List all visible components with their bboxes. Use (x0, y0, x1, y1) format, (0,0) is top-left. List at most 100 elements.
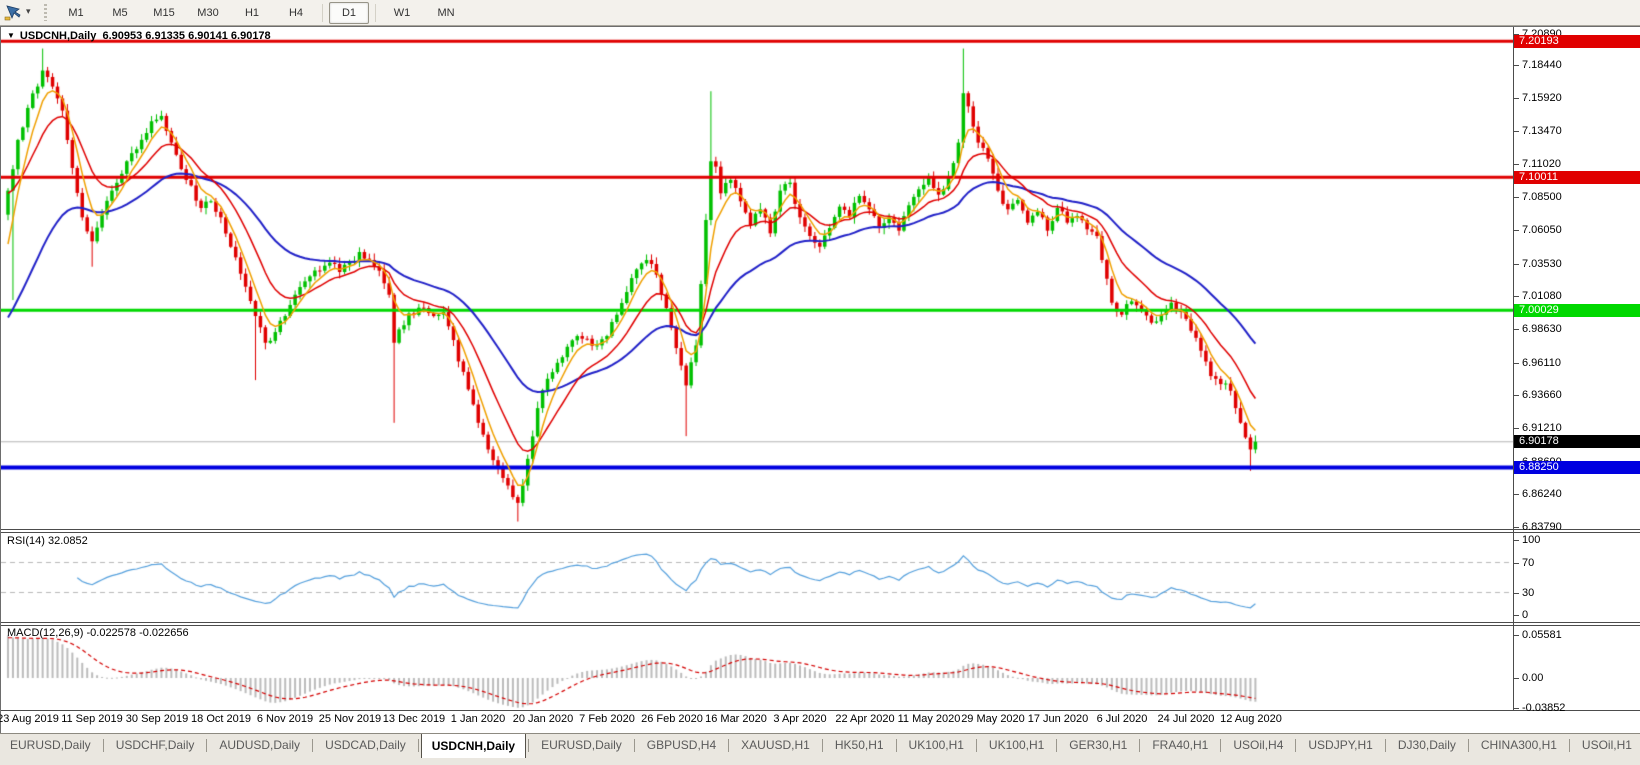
top-toolbar: ▾ M1 M5 M15 M30 H1 H4 D1 W1 MN (0, 0, 1640, 26)
tab-item-FRA40-H1[interactable]: FRA40,H1 (1152, 738, 1209, 752)
date-label: 6 Jul 2020 (1096, 713, 1148, 725)
tab-item-GBPUSD-H4[interactable]: GBPUSD,H4 (646, 738, 717, 752)
price-tick-label: -0.03852 (1514, 702, 1634, 714)
tab-divider (102, 739, 104, 752)
tab-divider (633, 739, 635, 752)
tab-item-USOil-H1[interactable]: USOil,H1 (1581, 738, 1632, 752)
date-label: 26 Feb 2020 (641, 713, 703, 725)
price-tick-label: 0.05581 (1514, 629, 1634, 641)
cursor-tool-icon[interactable] (4, 4, 22, 22)
timeframe-button-D1[interactable]: D1 (329, 1, 369, 24)
tab-item-USDCNH-Daily[interactable]: USDCNH,Daily (420, 734, 527, 758)
collapse-chart-icon[interactable]: ▼ (7, 31, 15, 40)
tab-divider (895, 739, 897, 752)
price-axis-line (1513, 27, 1514, 711)
time-axis-line (1, 710, 1640, 711)
price-tag: 7.10011 (1514, 171, 1640, 184)
price-tick-label: 7.11020 (1514, 158, 1634, 170)
timeframe-button-H4[interactable]: H4 (288, 6, 304, 19)
tab-item-EURUSD-Daily[interactable]: EURUSD,Daily (541, 738, 622, 752)
tab-divider (728, 739, 730, 752)
tab-item-DJ30-Daily[interactable]: DJ30,Daily (1397, 738, 1456, 752)
tab-divider (1467, 739, 1469, 752)
timeframe-button-W1[interactable]: W1 (393, 6, 411, 19)
date-label: 30 Sep 2019 (125, 713, 189, 725)
price-chart-canvas[interactable] (1, 27, 1513, 711)
price-tick-label: 7.06050 (1514, 224, 1634, 236)
date-label: 24 Jul 2020 (1157, 713, 1215, 725)
macd-pane-title: MACD(12,26,9) -0.022578 -0.022656 (7, 627, 189, 639)
timeframe-button-MN[interactable]: MN (437, 6, 455, 19)
tab-divider (528, 739, 530, 752)
timeframe-button-M30[interactable]: M30 (197, 6, 219, 19)
date-label: 29 May 2020 (961, 713, 1025, 725)
date-label: 7 Feb 2020 (579, 713, 635, 725)
date-label: 1 Jan 2020 (450, 713, 506, 725)
pane-separator[interactable] (1, 622, 1640, 623)
macd-label: MACD(12,26,9) (7, 627, 84, 639)
chart-ohlc-values: 6.90953 6.91335 6.90141 6.90178 (102, 30, 271, 42)
tab-item-EURUSD-Daily[interactable]: EURUSD,Daily (10, 738, 91, 752)
tab-item-USOil-H4[interactable]: USOil,H4 (1233, 738, 1284, 752)
date-label: 12 Aug 2020 (1220, 713, 1282, 725)
timeframe-button-M1[interactable]: M1 (68, 6, 84, 19)
toolbar-separator (375, 3, 376, 22)
date-label: 16 Mar 2020 (705, 713, 767, 725)
tab-divider (1384, 739, 1386, 752)
price-tick-label: 7.15920 (1514, 92, 1634, 104)
timeframe-button-M5[interactable]: M5 (112, 6, 128, 19)
toolbar-separator (322, 3, 323, 22)
price-tick-label: 6.91210 (1514, 422, 1634, 434)
price-tick-label: 70 (1514, 557, 1634, 569)
tab-divider (312, 739, 314, 752)
pane-separator[interactable] (1, 532, 1640, 533)
date-label: 11 Sep 2019 (61, 713, 123, 725)
timeframe-button-M15[interactable]: M15 (153, 6, 175, 19)
tab-item-XAUUSD-H1[interactable]: XAUUSD,H1 (741, 738, 810, 752)
date-label: 6 Nov 2019 (256, 713, 314, 725)
date-label: 17 Jun 2020 (1027, 713, 1089, 725)
tab-divider (206, 739, 208, 752)
pane-separator[interactable] (1, 529, 1640, 530)
tab-divider (821, 739, 823, 752)
tab-item-HK50-H1[interactable]: HK50,H1 (834, 738, 884, 752)
price-tag: 7.20193 (1514, 35, 1640, 48)
tab-divider (1220, 739, 1222, 752)
price-tick-label: 6.83790 (1514, 521, 1634, 533)
pane-separator[interactable] (1, 625, 1640, 626)
tab-item-GER30-H1[interactable]: GER30,H1 (1069, 738, 1128, 752)
date-label: 25 Nov 2019 (318, 713, 382, 725)
date-label: 20 Jan 2020 (512, 713, 574, 725)
price-tick-label: 7.08500 (1514, 191, 1634, 203)
tab-item-UK100-H1[interactable]: UK100,H1 (988, 738, 1045, 752)
chevron-down-icon[interactable]: ▾ (26, 6, 31, 16)
chart-title: ▼ USDCNH,Daily 6.90953 6.91335 6.90141 6.… (7, 30, 271, 43)
tab-item-AUDUSD-Daily[interactable]: AUDUSD,Daily (219, 738, 301, 752)
timeframe-button-H1[interactable]: H1 (244, 6, 260, 19)
tab-item-CHINA300-H1[interactable]: CHINA300,H1 (1480, 738, 1557, 752)
rsi-value: 32.0852 (47, 535, 88, 547)
tab-divider (975, 739, 977, 752)
toolbar-grip-handle[interactable] (44, 4, 47, 21)
tab-divider (1056, 739, 1058, 752)
price-tick-label: 30 (1514, 587, 1634, 599)
rsi-pane-title: RSI(14) 32.0852 (7, 535, 88, 547)
tab-divider (1568, 739, 1570, 752)
date-label: 13 Dec 2019 (382, 713, 446, 725)
price-tick-label: 7.03530 (1514, 258, 1634, 270)
chart-symbol-label: USDCNH,Daily (19, 30, 97, 42)
price-tick-label: 100 (1514, 534, 1634, 546)
price-tick-label: 6.86240 (1514, 488, 1634, 500)
tab-divider (1295, 739, 1297, 752)
tab-item-USDCHF-Daily[interactable]: USDCHF,Daily (115, 738, 195, 752)
tab-item-USDJPY-H1[interactable]: USDJPY,H1 (1308, 738, 1373, 752)
date-label: 11 May 2020 (897, 713, 961, 725)
price-tag: 6.90178 (1514, 435, 1640, 448)
macd-values: -0.022578 -0.022656 (86, 627, 189, 639)
date-label: 22 Apr 2020 (835, 713, 895, 725)
tab-item-UK100-H1[interactable]: UK100,H1 (908, 738, 964, 752)
price-tag: 7.00029 (1514, 304, 1640, 317)
tab-item-USDCAD-Daily[interactable]: USDCAD,Daily (325, 738, 406, 752)
price-tick-label: 0 (1514, 609, 1634, 621)
date-label: 18 Oct 2019 (191, 713, 251, 725)
